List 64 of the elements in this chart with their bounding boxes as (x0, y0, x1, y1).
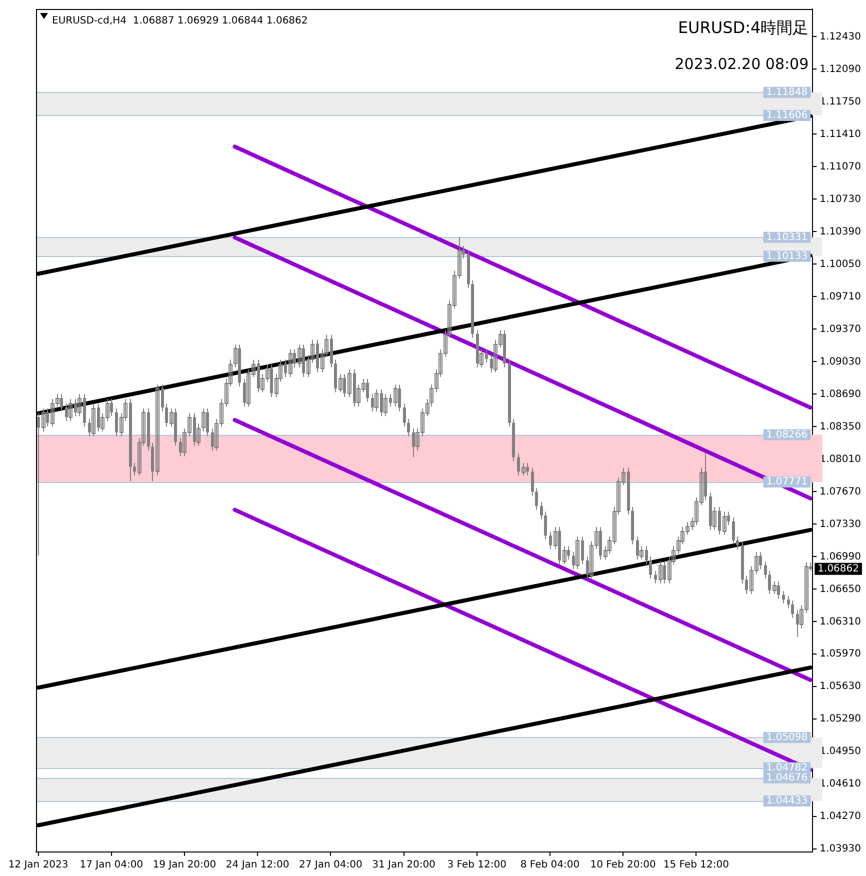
candlestick (403, 403, 406, 428)
x-tick-label: 31 Jan 20:00 (372, 860, 436, 871)
candlestick (202, 408, 206, 432)
candlestick (791, 600, 794, 618)
y-tick-label: 1.11070 (820, 161, 862, 172)
x-tick-label: 3 Feb 12:00 (447, 860, 506, 871)
x-tick-label: 24 Jan 12:00 (226, 860, 290, 871)
y-tick-label: 1.08690 (820, 388, 862, 400)
text: EURUSD:4時間足 (678, 18, 809, 38)
candlestick (782, 590, 785, 604)
text: EURUSD-cd,H4 1.06887 1.06929 1.06844 1.06862 (52, 16, 308, 27)
x-tick-label: 19 Jan 20:00 (152, 860, 216, 871)
ref-line-label: 1.08266 (766, 429, 808, 440)
y-tick-label: 1.08010 (820, 454, 862, 465)
y-tick-label: 1.10730 (820, 194, 862, 205)
ref-line-label: 1.10331 (766, 232, 808, 243)
ref-line-label: 1.04676 (766, 772, 808, 784)
y-tick-label: 1.07330 (820, 518, 862, 530)
ref-line-label: 1.04782 (766, 762, 808, 774)
ref-line-label: 1.05098 (766, 732, 808, 744)
y-tick-label: 1.05290 (820, 714, 862, 725)
candlestick (531, 467, 534, 496)
candlestick (535, 487, 538, 510)
y-tick-label: 1.06310 (820, 616, 862, 628)
y-tick-label: 1.07670 (820, 486, 862, 498)
annotation: 2023.02.20 08:09 (674, 54, 809, 73)
x-tick-label: 15 Feb 12:00 (663, 860, 729, 871)
y-tick-label: 1.09030 (820, 356, 862, 368)
candlestick (764, 560, 767, 580)
ref-line-label: 1.04433 (766, 796, 808, 807)
ref-line-label: 1.11848 (766, 86, 808, 98)
candlestick (732, 516, 735, 545)
candlestick (540, 502, 543, 520)
candlestick (649, 556, 652, 580)
ref-line-label: 1.07771 (766, 476, 808, 488)
x-tick-label: 27 Jan 04:00 (299, 860, 362, 871)
y-tick-label: 1.05970 (820, 648, 862, 660)
x-tick-label: 8 Feb 04:00 (520, 860, 580, 871)
x-tick-label: 12 Jan 2023 (8, 860, 68, 871)
y-tick-label: 1.12430 (820, 31, 862, 42)
text: 1.06862 (818, 563, 860, 574)
y-tick-label: 1.09370 (820, 324, 862, 335)
x-tick-label: 17 Jan 04:00 (80, 860, 144, 871)
ref-line-label: 1.10133 (766, 250, 808, 262)
x-tick-label: 10 Feb 20:00 (590, 860, 656, 871)
y-tick-label: 1.10390 (820, 226, 862, 238)
candlestick (736, 536, 739, 550)
ref-line-label: 1.11606 (766, 110, 808, 122)
y-tick-label: 1.05630 (820, 681, 862, 692)
y-tick-label: 1.12090 (820, 64, 862, 75)
y-tick-label: 1.04270 (820, 811, 862, 822)
y-tick-label: 1.04610 (820, 778, 862, 790)
y-tick-label: 1.10050 (820, 258, 862, 270)
y-tick-label: 1.04950 (820, 746, 862, 758)
y-tick-label: 1.03930 (820, 844, 862, 855)
y-tick-label: 1.06650 (820, 584, 862, 595)
y-tick-label: 1.06990 (820, 551, 862, 562)
y-tick-label: 1.11410 (820, 128, 862, 140)
y-tick-label: 1.11750 (820, 96, 862, 108)
candlestick (787, 595, 790, 609)
y-tick-label: 1.09710 (820, 291, 862, 302)
candlestick (544, 511, 547, 540)
y-tick-label: 1.08350 (820, 421, 862, 432)
candlestick (407, 418, 410, 437)
